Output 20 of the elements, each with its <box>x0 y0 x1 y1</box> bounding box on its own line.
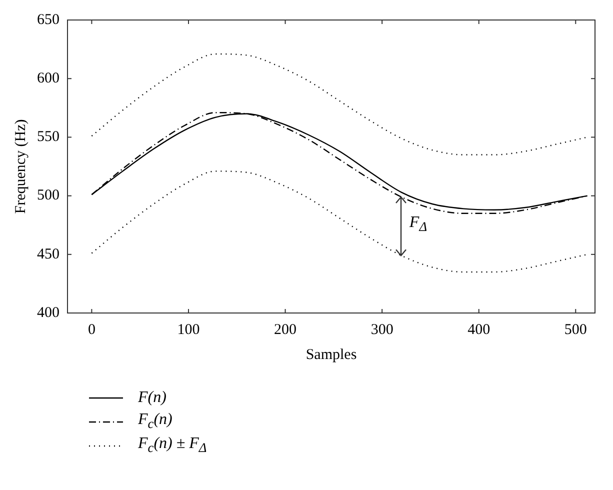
x-tick-label: 400 <box>468 322 490 338</box>
line-series <box>91 53 588 156</box>
x-tick-label: 200 <box>274 322 297 338</box>
x-tick-label: 500 <box>564 322 587 338</box>
y-tick-label: 550 <box>37 129 60 146</box>
legend-label: F(n) <box>138 389 166 407</box>
annotation: F$_{Δ}$ <box>409 214 428 236</box>
legend-label: F$_{c}$(n) <box>138 411 172 433</box>
x-tick-label: 0 <box>88 322 96 338</box>
y-tick-label: 450 <box>37 246 60 262</box>
y-tick-label: 500 <box>37 188 60 204</box>
y-tick-label: 650 <box>37 12 60 28</box>
y-axis-title: Frequency (Hz) <box>12 119 29 214</box>
line-series <box>91 170 588 273</box>
x-tick-label: 300 <box>370 322 394 338</box>
x-axis-title: Samples <box>306 346 357 363</box>
y-tick-label: 600 <box>37 70 60 87</box>
legend-label: F$_{c}$(n) ± F$_{Δ}$ <box>138 435 207 457</box>
x-tick-label: 100 <box>177 322 200 338</box>
y-tick-label: 400 <box>37 304 60 321</box>
